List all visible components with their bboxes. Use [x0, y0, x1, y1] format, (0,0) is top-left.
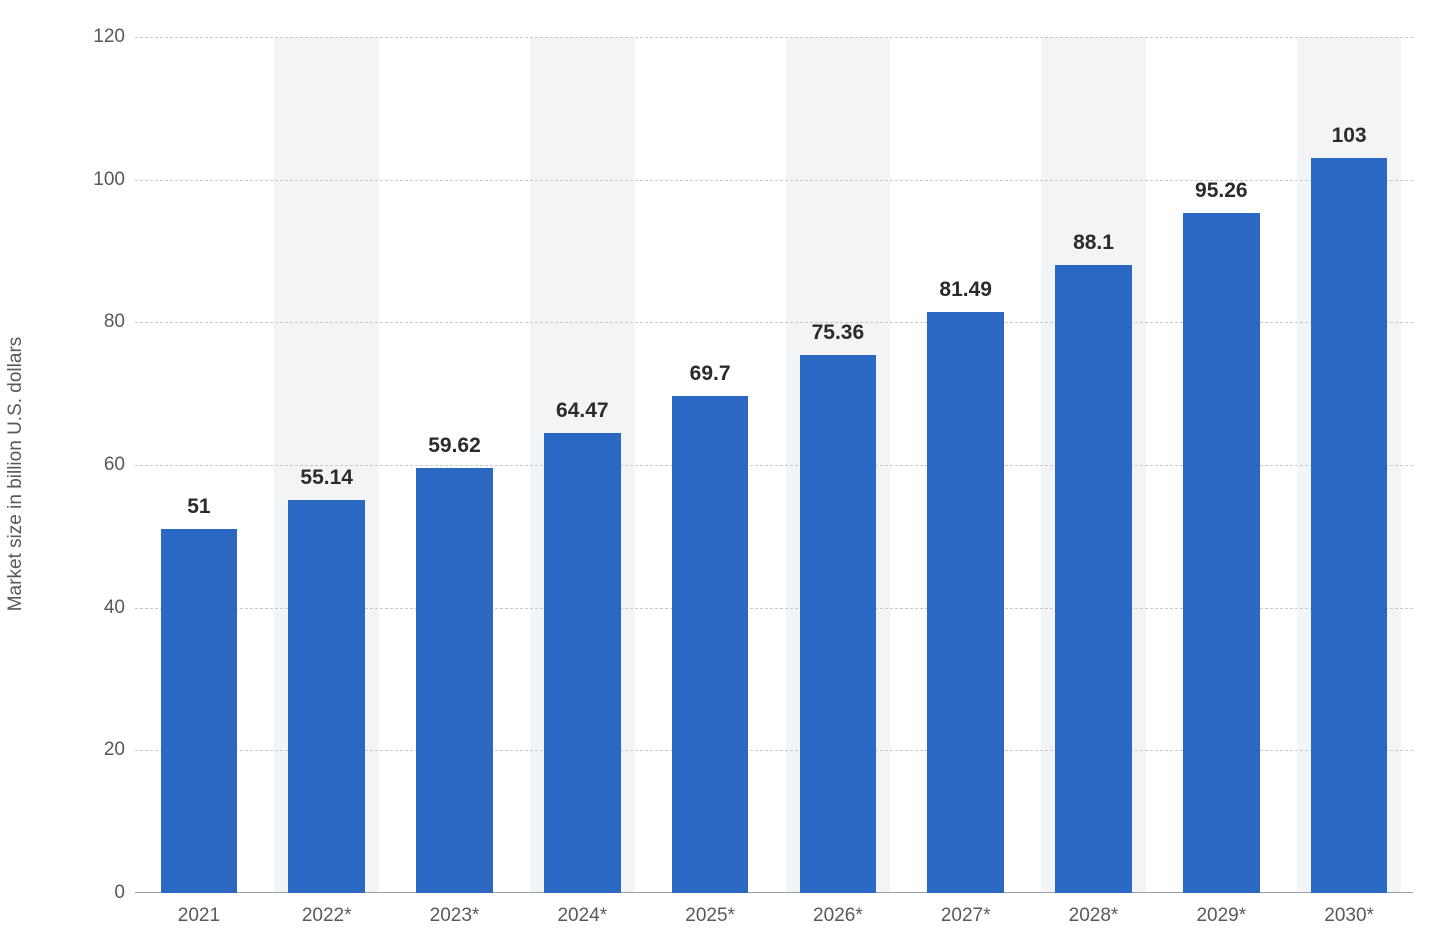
bar — [161, 529, 238, 893]
bar — [1183, 213, 1260, 893]
plot-area: 51 55.14 59.62 64.47 69.7 75.36 81.49 88.1 95.26… — [135, 37, 1413, 893]
bar — [672, 396, 749, 893]
x-tick-label: 2030* — [1324, 905, 1374, 927]
bar — [927, 312, 1004, 893]
bar-value-label: 103 — [1332, 124, 1367, 148]
gridline — [135, 37, 1413, 38]
x-tick-label: 2021 — [178, 905, 220, 927]
market-size-chart: Market size in billion U.S. dollars 0 20 4… — [0, 0, 1440, 948]
y-tick-label: 80 — [104, 311, 125, 333]
bar-value-label: 69.7 — [690, 362, 731, 386]
bar — [416, 468, 493, 893]
bar-value-label: 51 — [187, 495, 210, 519]
bar — [1311, 158, 1388, 893]
x-tick-label: 2025* — [685, 905, 735, 927]
y-tick-label: 20 — [104, 739, 125, 761]
y-tick-label: 60 — [104, 454, 125, 476]
y-axis-ticks: 020406080100120 — [69, 37, 125, 893]
y-tick-label: 0 — [114, 882, 125, 904]
x-tick-label: 2022* — [302, 905, 352, 927]
x-tick-label: 2028* — [1069, 905, 1119, 927]
x-tick-label: 2023* — [430, 905, 480, 927]
bar — [544, 433, 621, 893]
y-tick-label: 120 — [93, 26, 125, 48]
bar — [800, 355, 877, 893]
bar-value-label: 81.49 — [939, 278, 992, 302]
x-tick-label: 2029* — [1196, 905, 1246, 927]
bar — [1055, 265, 1132, 893]
bar-value-label: 64.47 — [556, 399, 609, 423]
bar-value-label: 88.1 — [1073, 231, 1114, 255]
x-tick-label: 2024* — [557, 905, 607, 927]
bar-value-label: 59.62 — [428, 434, 481, 458]
bar-value-label: 55.14 — [300, 466, 353, 490]
x-tick-label: 2027* — [941, 905, 991, 927]
y-tick-label: 100 — [93, 169, 125, 191]
x-tick-label: 2026* — [813, 905, 863, 927]
y-axis-label: Market size in billion U.S. dollars — [5, 337, 27, 612]
bar-value-label: 75.36 — [812, 321, 865, 345]
bar-value-label: 95.26 — [1195, 179, 1248, 203]
y-tick-label: 40 — [104, 597, 125, 619]
bar — [288, 500, 365, 893]
